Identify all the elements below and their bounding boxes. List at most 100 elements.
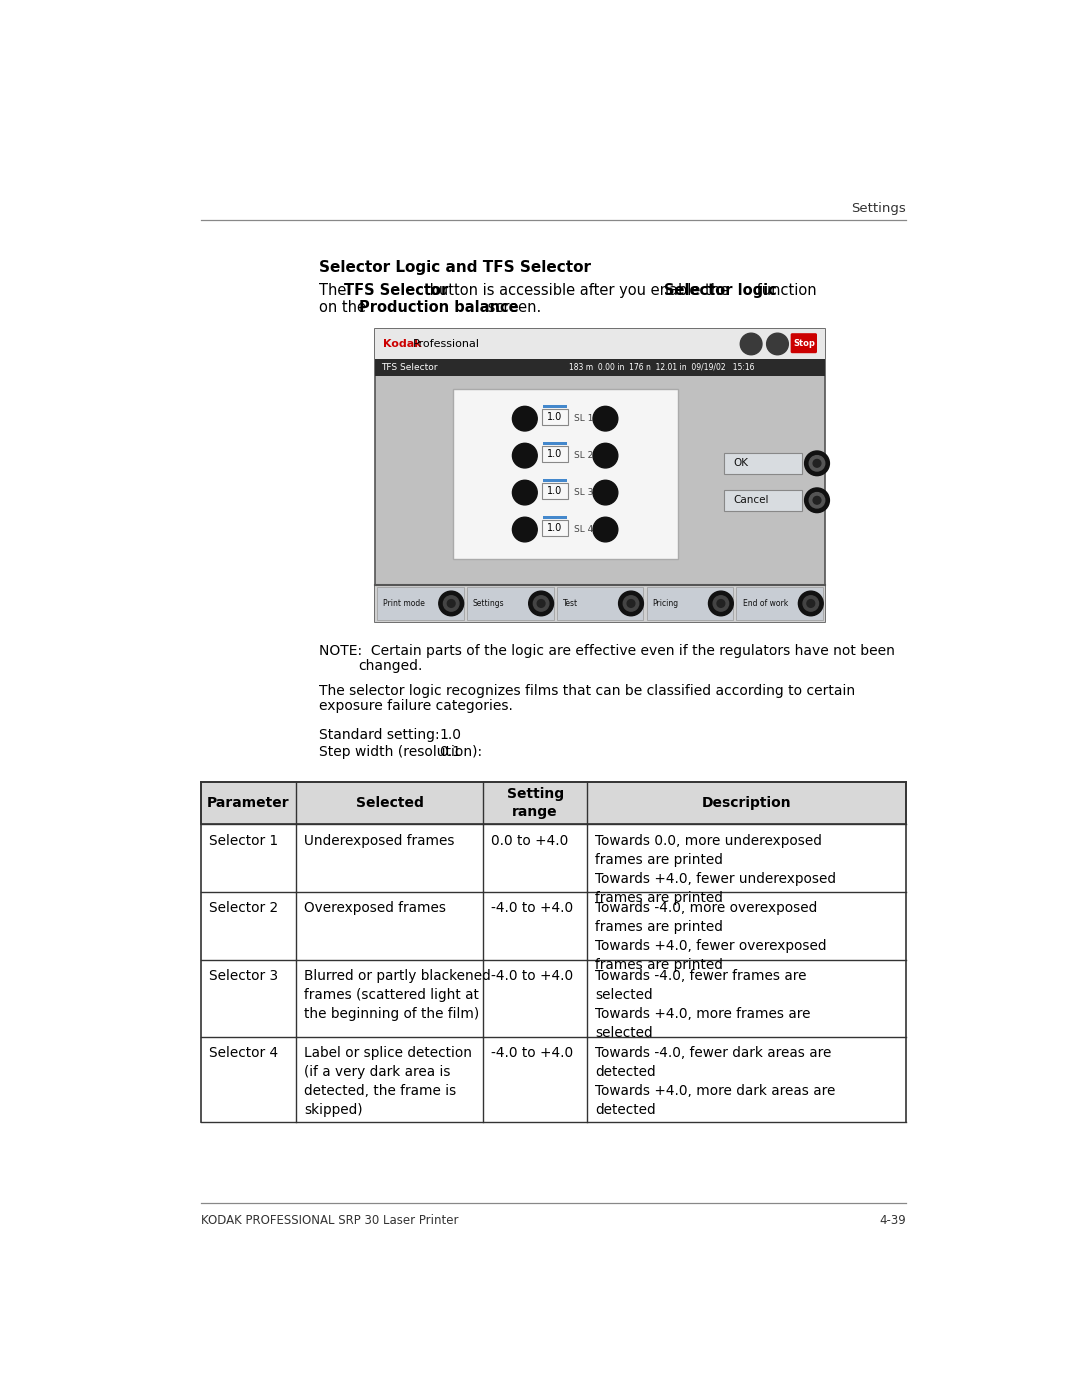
Text: ▶: ▶ xyxy=(602,451,610,461)
Text: Selector 3: Selector 3 xyxy=(208,970,278,983)
Circle shape xyxy=(529,591,554,616)
Text: button is accessible after you enable the: button is accessible after you enable th… xyxy=(426,284,733,298)
Text: Selector logic: Selector logic xyxy=(664,284,778,298)
Text: ▶: ▶ xyxy=(602,414,610,423)
Bar xyxy=(375,359,825,376)
Text: Cancel: Cancel xyxy=(733,496,769,506)
Text: function: function xyxy=(752,284,816,298)
Bar xyxy=(647,587,733,620)
Circle shape xyxy=(512,517,537,542)
Text: Selector Logic and TFS Selector: Selector Logic and TFS Selector xyxy=(320,260,592,275)
Bar xyxy=(556,587,644,620)
Circle shape xyxy=(593,481,618,504)
Text: -4.0 to +4.0: -4.0 to +4.0 xyxy=(490,901,572,915)
Circle shape xyxy=(627,599,635,608)
Bar xyxy=(542,409,568,425)
Text: 4-39: 4-39 xyxy=(879,1214,906,1227)
Text: 1.0: 1.0 xyxy=(548,486,563,496)
Bar xyxy=(724,453,801,474)
Text: Towards -4.0, more overexposed
frames are printed
Towards +4.0, fewer overexpose: Towards -4.0, more overexposed frames ar… xyxy=(595,901,826,972)
Circle shape xyxy=(438,591,463,616)
Text: -4.0 to +4.0: -4.0 to +4.0 xyxy=(490,970,572,983)
Circle shape xyxy=(767,334,788,355)
Text: ◀: ◀ xyxy=(521,414,529,423)
Text: Settings: Settings xyxy=(851,203,906,215)
Circle shape xyxy=(593,407,618,432)
Text: SL 4: SL 4 xyxy=(575,525,594,534)
Circle shape xyxy=(740,334,762,355)
Bar xyxy=(543,405,567,408)
Bar xyxy=(201,1037,906,1122)
Circle shape xyxy=(805,451,829,475)
Text: KODAK PROFESSIONAL SRP 30 Laser Printer: KODAK PROFESSIONAL SRP 30 Laser Printer xyxy=(201,1214,458,1227)
Circle shape xyxy=(813,460,821,467)
Circle shape xyxy=(534,595,549,610)
Circle shape xyxy=(537,599,545,608)
Text: 1.0: 1.0 xyxy=(548,448,563,460)
Circle shape xyxy=(593,517,618,542)
Circle shape xyxy=(805,488,829,513)
Text: Description: Description xyxy=(702,796,792,810)
Text: -4.0 to +4.0: -4.0 to +4.0 xyxy=(490,1046,572,1060)
Text: Parameter: Parameter xyxy=(207,796,289,810)
Circle shape xyxy=(512,443,537,468)
Circle shape xyxy=(593,443,618,468)
Circle shape xyxy=(813,496,821,504)
Text: 1.0: 1.0 xyxy=(548,412,563,422)
Text: ▶: ▶ xyxy=(602,524,610,535)
Text: 0.1: 0.1 xyxy=(440,745,461,759)
Text: OK: OK xyxy=(733,458,748,468)
Bar xyxy=(453,390,677,559)
Text: Professional: Professional xyxy=(413,339,480,349)
Text: NOTE:  Certain parts of the logic are effective even if the regulators have not : NOTE: Certain parts of the logic are eff… xyxy=(320,644,895,658)
Bar xyxy=(201,824,906,893)
Circle shape xyxy=(623,595,638,610)
Bar xyxy=(543,515,567,518)
Text: The: The xyxy=(320,284,351,298)
Circle shape xyxy=(809,493,825,509)
Text: 1.0: 1.0 xyxy=(548,522,563,534)
Text: exposure failure categories.: exposure failure categories. xyxy=(320,698,513,712)
Text: Label or splice detection
(if a very dark area is
detected, the frame is
skipped: Label or splice detection (if a very dar… xyxy=(303,1046,472,1118)
Circle shape xyxy=(512,481,537,504)
Text: The selector logic recognizes films that can be classified according to certain: The selector logic recognizes films that… xyxy=(320,683,855,697)
Text: Stop: Stop xyxy=(793,338,814,348)
Text: Overexposed frames: Overexposed frames xyxy=(303,901,446,915)
Text: Production balance: Production balance xyxy=(360,300,519,316)
Text: screen.: screen. xyxy=(483,300,541,316)
Text: Setting
range: Setting range xyxy=(507,787,564,820)
Text: Blurred or partly blackened
frames (scattered light at
the beginning of the film: Blurred or partly blackened frames (scat… xyxy=(303,970,490,1021)
Text: ◀: ◀ xyxy=(521,451,529,461)
Bar xyxy=(542,483,568,499)
Bar xyxy=(375,585,825,622)
Text: Selector 1: Selector 1 xyxy=(208,834,278,848)
Text: Selector 4: Selector 4 xyxy=(208,1046,278,1060)
Bar xyxy=(201,782,906,824)
Text: TFS Selector: TFS Selector xyxy=(345,284,448,298)
Text: Settings: Settings xyxy=(473,599,504,608)
Text: Standard setting:: Standard setting: xyxy=(320,728,440,742)
Text: Pricing: Pricing xyxy=(652,599,679,608)
Text: changed.: changed. xyxy=(359,659,422,673)
FancyBboxPatch shape xyxy=(791,334,816,353)
Circle shape xyxy=(619,591,644,616)
Circle shape xyxy=(708,591,733,616)
Text: Test: Test xyxy=(563,599,578,608)
Text: End of work: End of work xyxy=(743,599,787,608)
Circle shape xyxy=(717,599,725,608)
Text: Step width (resolution):: Step width (resolution): xyxy=(320,745,483,759)
Text: ◀: ◀ xyxy=(521,488,529,497)
Bar xyxy=(737,587,823,620)
Circle shape xyxy=(447,599,455,608)
Text: 0.0 to +4.0: 0.0 to +4.0 xyxy=(490,834,568,848)
Circle shape xyxy=(809,455,825,471)
Bar xyxy=(724,489,801,511)
Text: ▶: ▶ xyxy=(602,488,610,497)
Text: TFS Selector: TFS Selector xyxy=(381,363,438,372)
Bar xyxy=(377,587,463,620)
Bar xyxy=(542,447,568,462)
Text: Underexposed frames: Underexposed frames xyxy=(303,834,455,848)
Circle shape xyxy=(444,595,459,610)
Text: Print mode: Print mode xyxy=(383,599,424,608)
Bar xyxy=(542,520,568,535)
